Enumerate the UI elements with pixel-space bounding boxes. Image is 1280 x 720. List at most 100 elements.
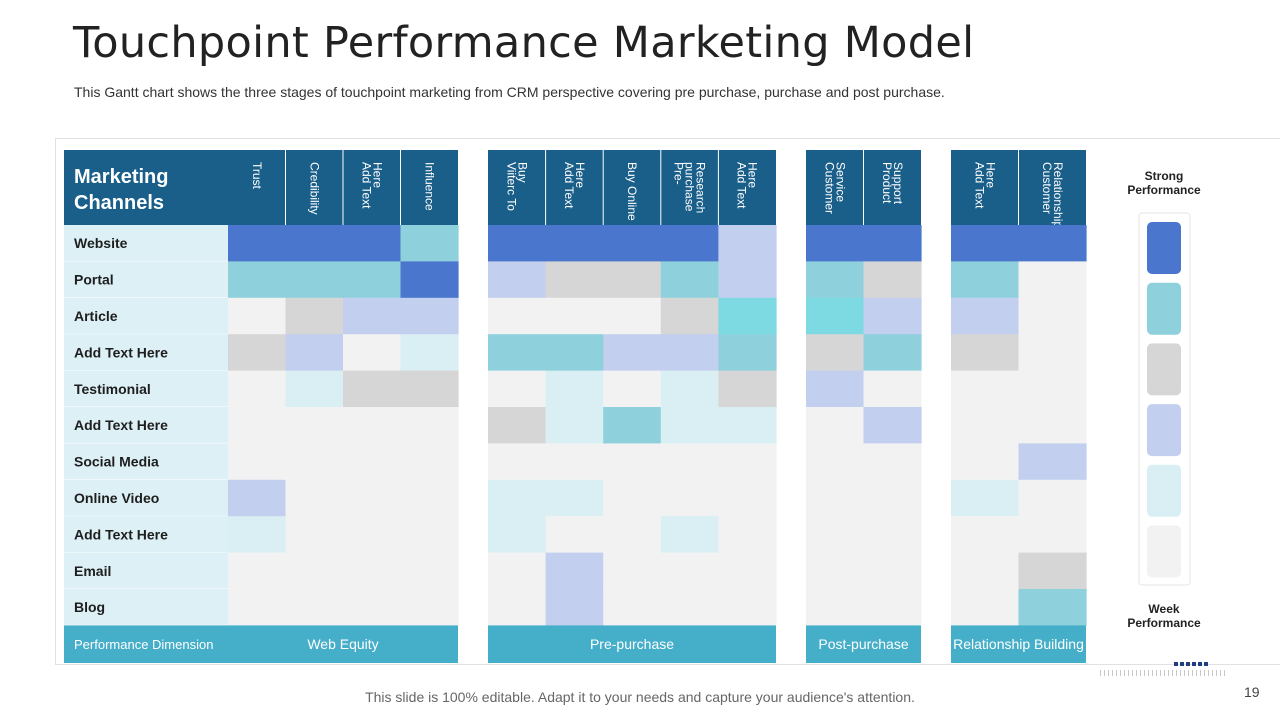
heat-cell xyxy=(400,407,459,444)
column-header-cell xyxy=(488,150,546,225)
column-header-cell xyxy=(545,150,604,225)
group-label: Post-purchase xyxy=(818,636,908,652)
column-header-line: Here xyxy=(746,162,760,188)
legend-strong-line-2: Performance xyxy=(1127,183,1201,197)
page-number: 19 xyxy=(1244,684,1260,700)
heat-cell xyxy=(285,225,344,262)
column-header-cell xyxy=(1018,150,1086,225)
heat-cell xyxy=(285,407,344,444)
column-header-label: Credibility xyxy=(307,162,321,215)
heat-cell xyxy=(545,261,604,299)
column-header-cell xyxy=(660,150,719,225)
heat-cell xyxy=(400,589,459,626)
footer-note: This slide is 100% editable. Adapt it to… xyxy=(365,689,915,705)
heat-cell xyxy=(660,370,719,408)
heat-cell xyxy=(951,589,1020,626)
heat-cell xyxy=(806,552,865,590)
heat-cell xyxy=(545,370,604,408)
heat-cell xyxy=(806,479,865,517)
heat-cell xyxy=(951,370,1020,408)
heat-cell xyxy=(1018,516,1087,554)
column-header-cell xyxy=(285,150,343,225)
column-header-label: Pre-purchaseResearch xyxy=(672,162,708,213)
heat-cell xyxy=(228,552,287,590)
heat-cell xyxy=(660,225,719,262)
row-label-cell xyxy=(64,552,228,589)
heat-cell xyxy=(603,334,662,372)
heat-cell xyxy=(400,334,459,372)
row-header-text: Channels xyxy=(74,192,164,214)
heat-cell xyxy=(603,370,662,408)
heat-cell xyxy=(718,479,777,517)
heat-cell xyxy=(400,297,459,335)
column-header-label: Influence xyxy=(422,162,436,211)
column-header-line: Trust xyxy=(250,162,264,190)
column-header-line: Viiterc To xyxy=(504,162,518,211)
heat-cell xyxy=(545,443,604,481)
heat-cell xyxy=(1018,443,1087,481)
heat-cell xyxy=(806,261,865,299)
legend-swatch xyxy=(1147,282,1181,335)
column-header-label: Add TextHere xyxy=(972,162,997,209)
legend-strong-label: Strong Performance xyxy=(1115,169,1213,197)
column-header-cell xyxy=(951,150,1019,225)
heat-cell xyxy=(806,516,865,554)
column-header-line: Relationship xyxy=(1051,162,1065,228)
row-label-cell xyxy=(64,297,228,335)
heat-cell xyxy=(863,407,922,444)
heat-cell xyxy=(343,552,402,590)
heat-cell xyxy=(545,589,604,626)
heat-cell xyxy=(1018,552,1087,590)
heat-cell xyxy=(488,516,547,554)
heat-cell xyxy=(718,334,777,372)
heat-cell xyxy=(806,225,865,262)
heat-cell xyxy=(1018,225,1087,262)
heat-cell xyxy=(343,225,402,262)
legend-week-line-1: Week xyxy=(1148,602,1180,616)
heat-cell xyxy=(806,443,865,481)
heat-cell xyxy=(343,261,402,299)
heat-cell xyxy=(951,552,1020,590)
heat-cell xyxy=(660,297,719,335)
heat-cell xyxy=(285,261,344,299)
heat-cell xyxy=(660,479,719,517)
row-header-text: Marketing xyxy=(74,166,168,188)
column-header-cell xyxy=(400,150,458,225)
heat-cell xyxy=(603,479,662,517)
footer-label: Performance Dimension xyxy=(74,637,213,652)
column-header-cell xyxy=(603,150,661,225)
legend-week-line-2: Performance xyxy=(1127,616,1201,630)
heat-cell xyxy=(1018,479,1087,517)
column-header-line: Add Text xyxy=(562,162,576,209)
heat-cell xyxy=(660,407,719,444)
column-header-line: Product xyxy=(880,162,894,204)
heat-cell xyxy=(951,225,1020,262)
heat-cell xyxy=(228,407,287,444)
heat-cell xyxy=(863,370,922,408)
heat-cell xyxy=(343,407,402,444)
heat-cell xyxy=(343,479,402,517)
heat-cell xyxy=(545,297,604,335)
heat-cell xyxy=(228,261,287,299)
row-label-cell xyxy=(64,479,228,517)
heat-cell xyxy=(806,297,865,335)
heat-cell xyxy=(863,225,922,262)
heat-cell xyxy=(718,370,777,408)
heat-cell xyxy=(951,443,1020,481)
heat-cell xyxy=(718,225,777,262)
row-label: Social Media xyxy=(74,454,159,470)
heat-cell xyxy=(603,443,662,481)
row-label: Testimonial xyxy=(74,381,151,397)
group-label: Web Equity xyxy=(307,636,378,652)
heat-cell xyxy=(228,334,287,372)
heat-cell xyxy=(545,552,604,590)
heat-cell xyxy=(488,370,547,408)
column-header-line: Pre- xyxy=(672,162,686,185)
heat-cell xyxy=(285,552,344,590)
column-header-line: Here xyxy=(573,162,587,188)
heat-cell xyxy=(228,479,287,517)
heat-cell xyxy=(285,443,344,481)
legend-swatch xyxy=(1147,404,1181,457)
column-header-label: Trust xyxy=(250,162,264,190)
heat-cell xyxy=(863,516,922,554)
